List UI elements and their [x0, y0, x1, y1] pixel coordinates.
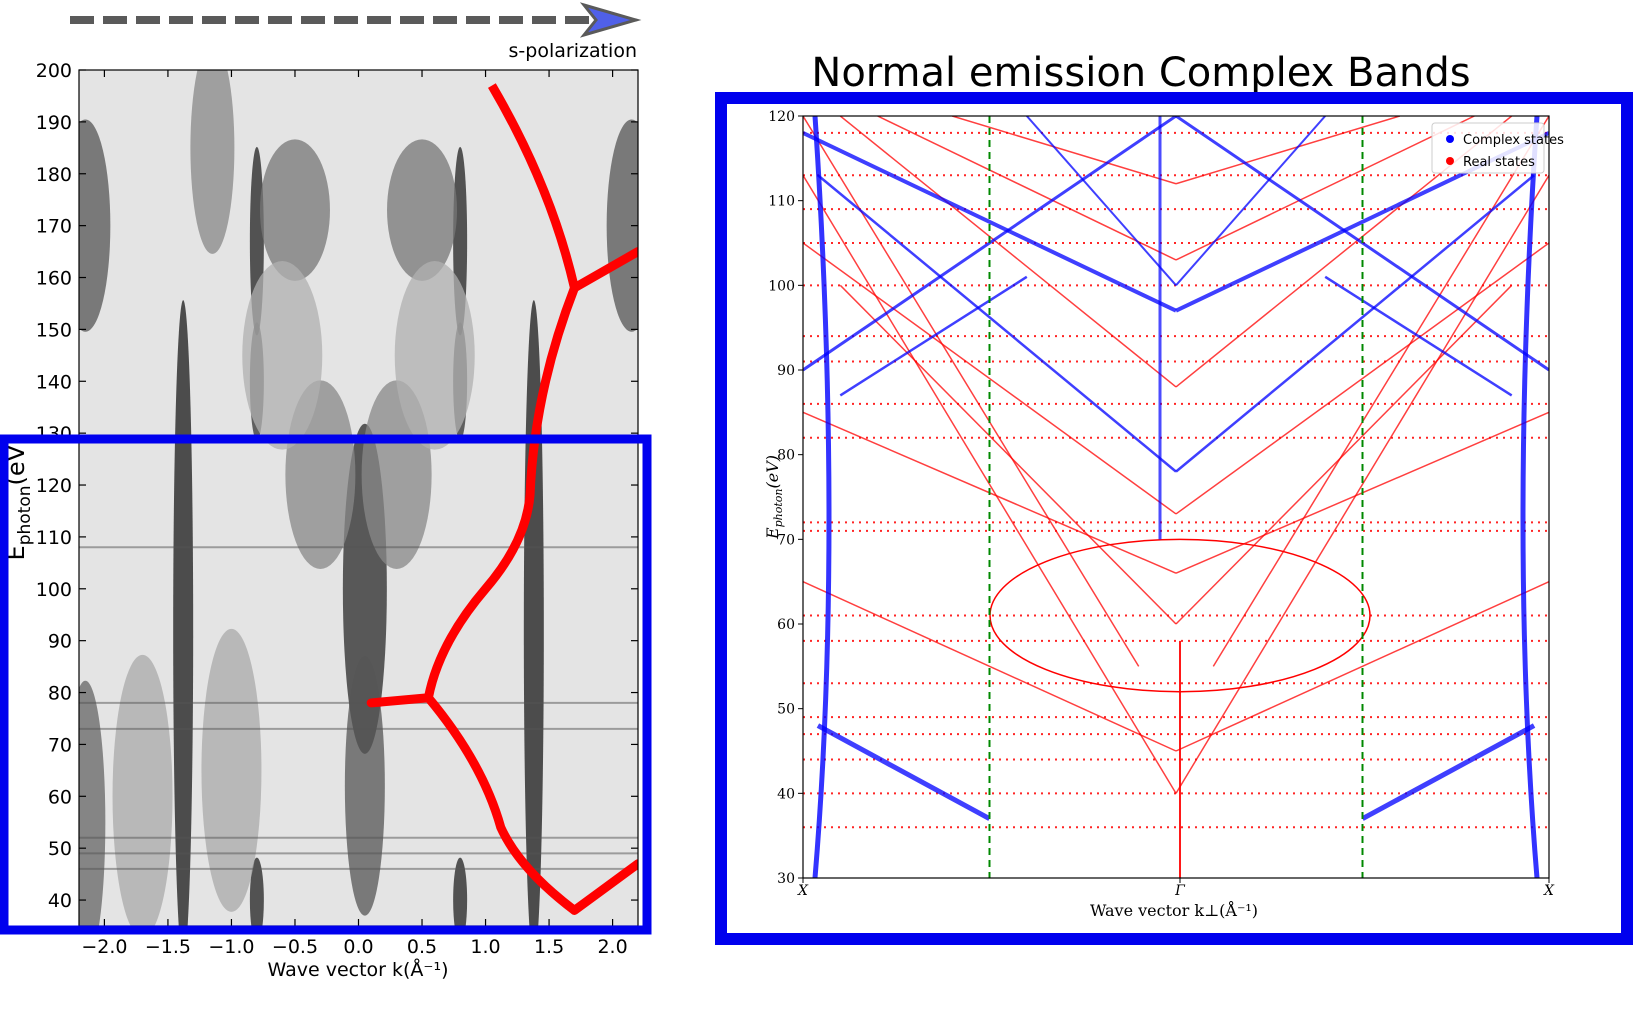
left-x-tick-label: −2.0: [81, 936, 127, 958]
legend-label-complex: Complex states: [1463, 133, 1564, 148]
left-highlight-box: [0, 434, 652, 935]
band-segment: [817, 174, 1177, 473]
arrow-head-icon: [579, 2, 642, 38]
right-y-ticks: 30 40 50 60 70 80 90 100 110 120: [768, 109, 803, 887]
band-segment: [1361, 723, 1536, 821]
left-x-tick-label: 1.5: [534, 936, 564, 958]
bands-plot-area: [803, 116, 1549, 878]
band-segment: [1175, 580, 1549, 752]
right-y-tick-label: 50: [777, 702, 795, 718]
legend: Complex states Real states: [1431, 122, 1564, 174]
left-x-tick-label: −0.5: [272, 936, 318, 958]
band-segment: [839, 275, 1028, 397]
right-y-axis-label: Ephoton(eV): [763, 455, 785, 540]
polarization-arrow: [70, 2, 642, 38]
left-y-tick-label: 50: [48, 838, 72, 860]
band-segment: [877, 116, 1177, 261]
right-highlight-box: [715, 92, 1633, 945]
band-segment: [951, 116, 1177, 185]
right-x-tick-label: Γ: [1174, 883, 1186, 899]
left-x-tick-label: −1.5: [145, 936, 191, 958]
band-segment: [1175, 116, 1401, 185]
band-segment: [803, 131, 1177, 313]
left-y-tick-label: 140: [36, 371, 72, 393]
band-segment: [1175, 116, 1326, 286]
band-segment: [803, 242, 1177, 515]
right-y-tick-label: 90: [777, 363, 795, 379]
red-curve-branch-1: [366, 693, 433, 708]
band-segment: [1175, 284, 1513, 625]
left-y-tick-label: 100: [36, 579, 72, 601]
left-x-tick-label: −1.0: [208, 936, 254, 958]
right-y-tick-label: 60: [777, 617, 795, 633]
right-bands-panel: 30 40 50 60 70 80 90 100 110 120 X Γ X Wave vector …: [763, 109, 1564, 920]
left-x-tick-label: 0.0: [343, 936, 373, 958]
left-x-ticks: −2.0 −1.5 −1.0 −0.5 0.0 0.5 1.0 1.5 2.0: [81, 70, 628, 958]
band-segment: [1175, 116, 1475, 261]
left-y-tick-label: 170: [36, 216, 72, 238]
left-y-tick-label: 110: [36, 527, 72, 549]
right-y-tick-label: 30: [777, 871, 795, 887]
bands-frame: [802, 115, 1550, 879]
left-y-axis-label: Ephoton(eV): [2, 436, 35, 561]
legend-marker-complex: [1446, 135, 1454, 143]
left-heatmap-panel: −2.0 −1.5 −1.0 −0.5 0.0 0.5 1.0 1.5 2.0 40 50 60 70…: [2, 60, 639, 981]
legend-label-real: Real states: [1463, 155, 1535, 170]
red-curve-branch-0: [569, 247, 638, 293]
left-y-tick-label: 150: [36, 319, 72, 341]
right-y-tick-label: 120: [768, 109, 795, 125]
left-y-tick-label: 40: [48, 890, 72, 912]
left-x-tick-label: 2.0: [597, 936, 627, 958]
green-guide-lines: [988, 116, 1364, 878]
band-curve: [812, 116, 832, 878]
left-x-tick-label: 1.0: [470, 936, 500, 958]
left-y-tick-label: 60: [48, 786, 72, 808]
left-x-axis-label: Wave vector k(Å⁻¹): [268, 958, 449, 981]
right-y-tick-label: 70: [777, 532, 795, 548]
legend-frame: [1431, 122, 1545, 174]
right-y-tick-label: 40: [777, 786, 795, 802]
left-y-ticks: 4050607080901001101201301401501601701801…: [36, 60, 638, 912]
band-segment: [1026, 116, 1177, 286]
left-x-tick-label: 0.5: [407, 936, 437, 958]
band-lines: [803, 116, 1549, 878]
left-y-tick-label: 180: [36, 164, 72, 186]
band-segment: [1175, 174, 1535, 473]
band-segment: [1175, 242, 1549, 515]
red-overlay-curve: [366, 83, 638, 915]
band-segment: [1175, 174, 1549, 794]
band-segment: [803, 174, 1177, 794]
left-y-tick-label: 70: [48, 734, 72, 756]
red-curve-main: [423, 83, 579, 915]
left-y-tick-label: 200: [36, 60, 72, 82]
left-y-tick-label: 120: [36, 475, 72, 497]
right-x-tick-label: X: [797, 883, 809, 899]
right-x-axis-label: Wave vector k⊥(Å⁻¹): [1090, 900, 1258, 920]
right-y-tick-label: 100: [768, 278, 795, 294]
heatmap-intensity: [79, 70, 638, 926]
band-curve: [1520, 116, 1540, 878]
band-segment: [803, 580, 1177, 752]
left-y-tick-label: 190: [36, 112, 72, 134]
band-segment: [1324, 275, 1513, 397]
right-y-tick-label: 110: [768, 194, 795, 210]
band-segment: [816, 723, 991, 821]
right-chart-title: Normal emission Complex Bands: [811, 50, 1470, 96]
legend-marker-real: [1446, 157, 1454, 165]
band-segment: [839, 284, 1177, 625]
red-curve-branch-2: [569, 859, 638, 915]
left-y-tick-label: 160: [36, 268, 72, 290]
left-y-tick-label: 80: [48, 683, 72, 705]
right-x-tick-label: X: [1543, 883, 1555, 899]
left-y-tick-label: 90: [48, 631, 72, 653]
right-y-tick-label: 80: [777, 448, 795, 464]
band-segment: [839, 116, 1177, 388]
polarization-label: s-polarization: [509, 40, 637, 62]
